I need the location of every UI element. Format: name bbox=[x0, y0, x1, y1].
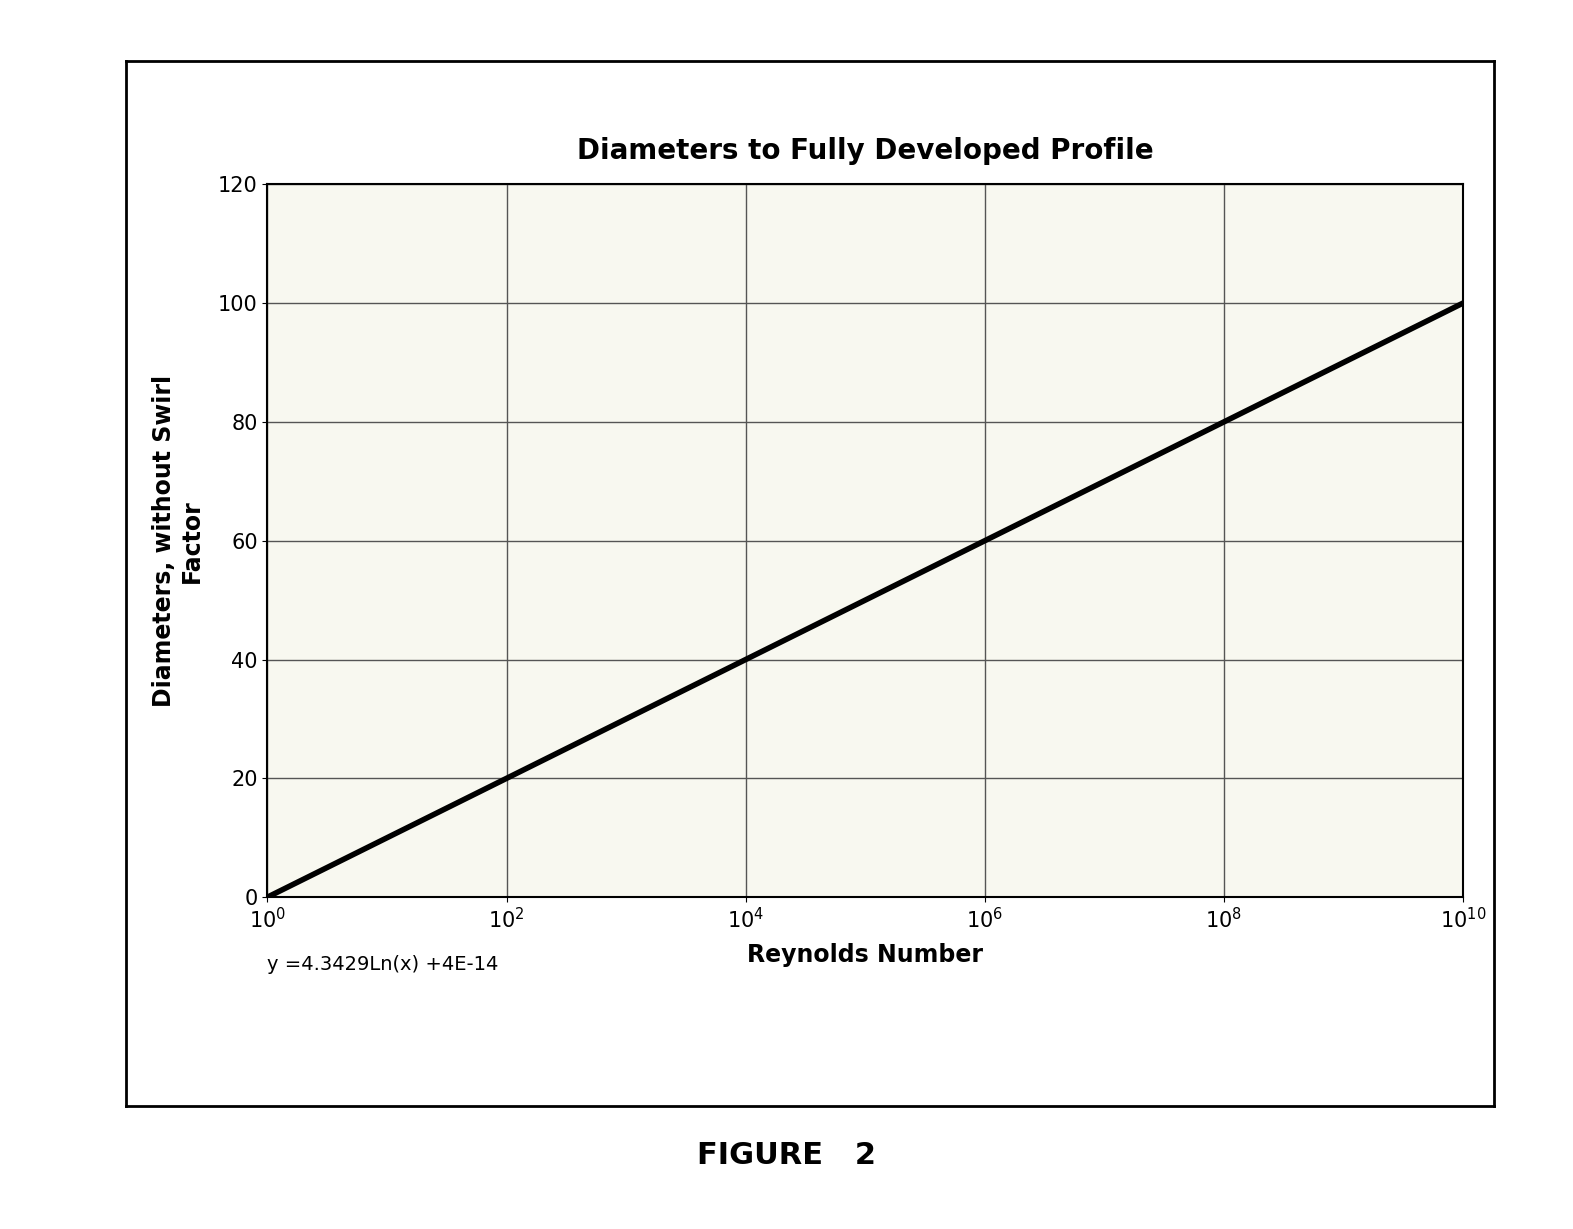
X-axis label: Reynolds Number: Reynolds Number bbox=[747, 943, 983, 967]
Text: FIGURE   2: FIGURE 2 bbox=[697, 1141, 876, 1170]
Y-axis label: Diameters, without Swirl
Factor: Diameters, without Swirl Factor bbox=[153, 375, 204, 707]
Title: Diameters to Fully Developed Profile: Diameters to Fully Developed Profile bbox=[577, 138, 1153, 166]
Text: y =4.3429Ln(x) +4E-14: y =4.3429Ln(x) +4E-14 bbox=[267, 955, 499, 975]
